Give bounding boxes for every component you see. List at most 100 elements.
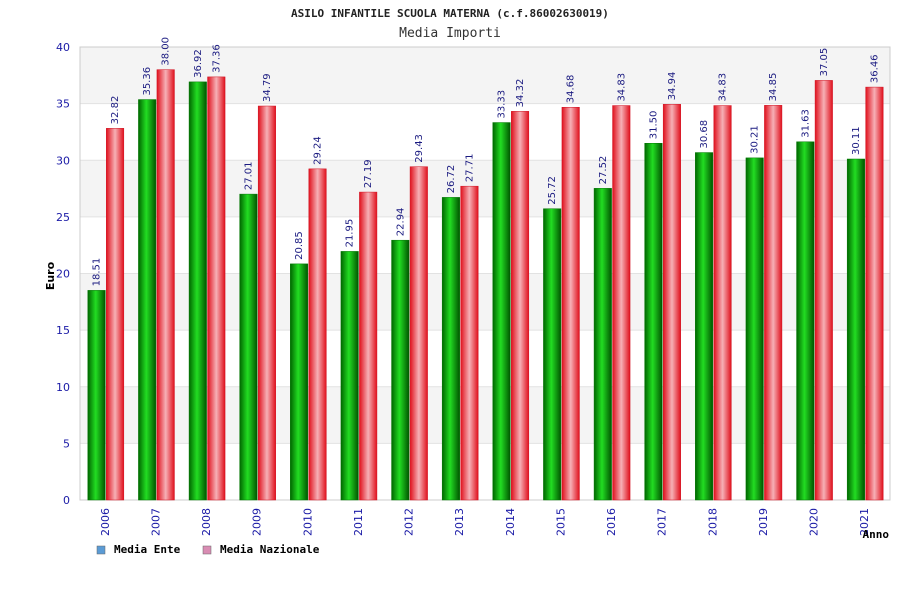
bar-media-nazionale (308, 168, 327, 501)
data-label: 30.21 (750, 125, 761, 154)
y-tick-label: 40 (56, 41, 70, 54)
x-tick-label: 2015 (554, 508, 567, 536)
y-tick-label: 5 (63, 437, 70, 450)
data-label: 29.43 (414, 134, 425, 163)
y-tick-label: 15 (56, 324, 70, 337)
data-label: 34.68 (566, 75, 577, 104)
data-label: 34.32 (515, 79, 526, 108)
data-label: 36.92 (193, 49, 204, 78)
x-tick-label: 2013 (453, 508, 466, 536)
chart-title: ASILO INFANTILE SCUOLA MATERNA (c.f.8600… (291, 7, 609, 20)
bar-media-nazionale (764, 105, 783, 501)
data-label: 37.05 (819, 48, 830, 77)
data-label: 21.95 (345, 219, 356, 248)
legend-label-media-nazionale: Media Nazionale (220, 543, 320, 556)
data-label: 34.79 (262, 73, 273, 102)
data-label: 38.00 (161, 37, 172, 66)
bar-media-ente (340, 251, 359, 501)
data-label: 35.36 (142, 67, 153, 96)
data-label: 29.24 (313, 136, 324, 165)
bar-media-ente (188, 81, 207, 501)
bar-media-ente (290, 263, 309, 501)
bar-media-ente (644, 143, 663, 501)
bar-media-nazionale (612, 105, 631, 501)
x-tick-label: 2011 (352, 508, 365, 536)
y-axis-label: Euro (44, 261, 57, 290)
data-label: 27.01 (243, 161, 254, 190)
bar-media-nazionale (207, 76, 226, 501)
data-label: 27.52 (598, 156, 609, 185)
data-label: 25.72 (547, 176, 558, 205)
data-label: 34.83 (616, 73, 627, 102)
x-tick-label: 2010 (301, 508, 314, 536)
data-label: 20.85 (294, 231, 305, 260)
bar-media-nazionale (511, 111, 530, 501)
bar-media-ente (441, 197, 460, 501)
data-label: 18.51 (92, 258, 103, 287)
x-tick-label: 2016 (605, 508, 618, 536)
legend-label-media-ente: Media Ente (114, 543, 181, 556)
legend-swatch-media-nazionale (202, 545, 212, 555)
y-tick-label: 0 (63, 494, 70, 507)
bar-media-ente (695, 152, 714, 501)
y-tick-label: 35 (56, 98, 70, 111)
bar-media-nazionale (814, 80, 833, 501)
bar-media-ente (138, 99, 157, 501)
bar-media-ente (543, 208, 562, 501)
bar-media-ente (745, 157, 764, 501)
x-tick-label: 2008 (200, 508, 213, 536)
bar-media-nazionale (257, 105, 276, 501)
y-tick-label: 10 (56, 381, 70, 394)
x-tick-label: 2018 (706, 508, 719, 536)
x-tick-label: 2021 (858, 508, 871, 536)
legend: Media Ente Media Nazionale (96, 543, 320, 556)
bar-media-ente (239, 193, 258, 501)
data-label: 34.85 (768, 73, 779, 102)
bar-media-nazionale (561, 106, 580, 501)
bar-media-nazionale (713, 105, 732, 501)
x-tick-label: 2012 (403, 508, 416, 536)
x-tick-label: 2007 (149, 508, 162, 536)
data-label: 30.11 (851, 126, 862, 155)
x-axis-label: Anno (863, 528, 890, 541)
value-labels: 18.51 32.82 35.36 38.00 36.92 37.36 27.01 34.79… (92, 37, 881, 286)
x-tick-label: 2019 (757, 508, 770, 536)
bar-media-ente (492, 122, 511, 501)
y-tick-label: 30 (56, 154, 70, 167)
x-axis: 2006 2007 2008 2009 2010 2011 2012 2013 2014 2015… (99, 508, 871, 536)
bars (87, 69, 884, 501)
bar-media-nazionale (409, 166, 428, 501)
x-tick-label: 2006 (99, 508, 112, 536)
x-tick-label: 2020 (808, 508, 821, 536)
bar-media-nazionale (156, 69, 175, 501)
bar-media-nazionale (106, 128, 125, 501)
data-label: 34.83 (718, 73, 729, 102)
data-label: 34.94 (667, 72, 678, 101)
bar-media-ente (796, 141, 815, 501)
bar-media-nazionale (460, 185, 479, 501)
data-label: 36.46 (869, 54, 880, 83)
data-label: 22.94 (395, 208, 406, 237)
bar-media-nazionale (865, 86, 884, 501)
x-tick-label: 2014 (504, 508, 517, 536)
chart-subtitle: Media Importi (399, 26, 501, 41)
y-tick-label: 20 (56, 268, 70, 281)
data-label: 31.50 (648, 111, 659, 140)
bar-media-ente (391, 239, 410, 501)
data-label: 27.19 (363, 159, 374, 188)
data-label: 26.72 (446, 165, 457, 194)
plot-border (79, 46, 891, 501)
y-tick-label: 25 (56, 211, 70, 224)
y-axis: 0 5 10 15 20 25 30 35 40 (56, 41, 70, 507)
x-tick-label: 2017 (656, 508, 669, 536)
data-label: 30.68 (699, 120, 710, 149)
legend-swatch-media-ente (96, 545, 106, 555)
x-tick-label: 2009 (251, 508, 264, 536)
data-label: 27.71 (464, 154, 475, 183)
bar-media-nazionale (662, 104, 681, 501)
data-label: 37.36 (211, 44, 222, 73)
bar-media-ente (593, 188, 612, 501)
bar-media-ente (846, 158, 865, 501)
data-label: 33.33 (497, 90, 508, 119)
